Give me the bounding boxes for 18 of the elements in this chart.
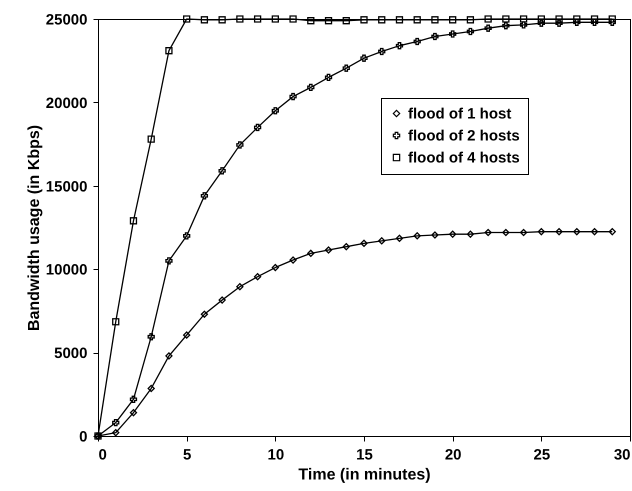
legend-label: flood of 1 host [408, 106, 512, 122]
y-tick-label: 0 [79, 428, 88, 446]
x-tick-label: 10 [267, 446, 284, 464]
x-tick-label: 20 [444, 446, 462, 464]
legend-label: flood of 2 hosts [408, 128, 520, 144]
y-tick-label: 15000 [46, 178, 88, 196]
y-tick-label: 5000 [54, 345, 88, 362]
x-axis-title: Time (in minutes) [298, 466, 431, 484]
legend-label: flood of 4 hosts [408, 150, 520, 166]
y-tick-label: 25000 [46, 12, 88, 28]
y-tick-label: 20000 [46, 94, 88, 112]
y-axis-title: Bandwidth usage (in Kbps) [26, 124, 43, 332]
x-tick-label: 25 [533, 446, 550, 464]
x-tick-label: 30 [614, 446, 630, 464]
x-tick-label: 5 [182, 446, 192, 464]
x-tick-label: 15 [356, 446, 373, 464]
x-tick-label: 0 [98, 446, 107, 464]
y-tick-label: 10000 [46, 262, 88, 279]
